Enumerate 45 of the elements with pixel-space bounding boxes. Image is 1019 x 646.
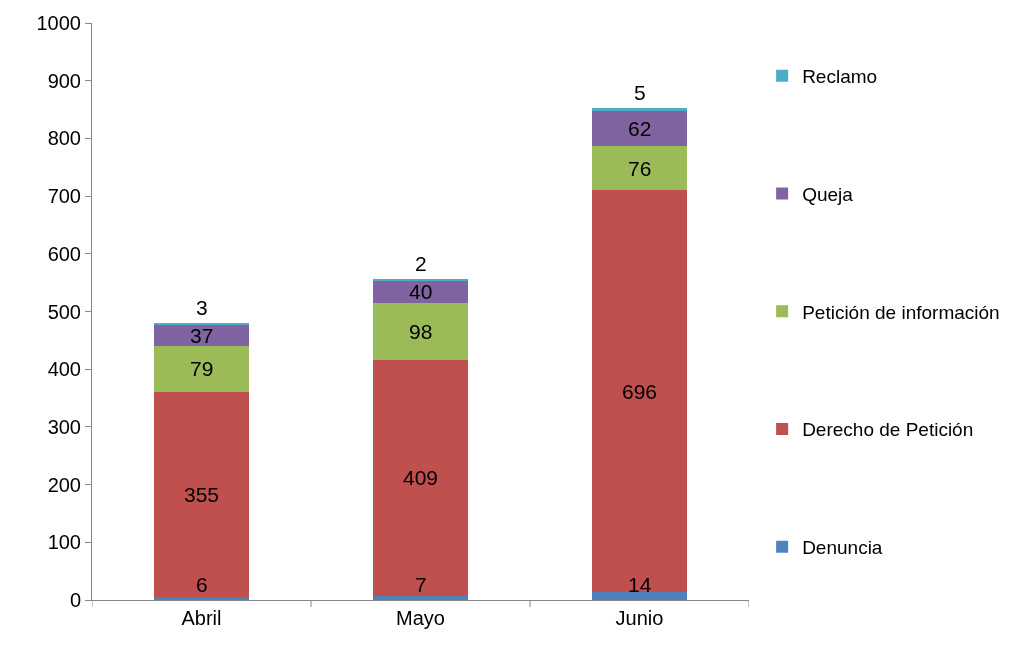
data-label: 6: [196, 573, 208, 596]
legend-label: Petición de información: [802, 301, 1000, 323]
data-label: 409: [403, 466, 439, 489]
y-tick-label: 200: [47, 473, 81, 496]
bar: [592, 107, 687, 111]
y-tick-label: 100: [47, 531, 81, 554]
bar: [154, 324, 249, 347]
legend-label: Derecho de Petición: [802, 419, 974, 441]
data-label: 40: [409, 280, 433, 303]
bar: [592, 110, 687, 147]
data-label: 355: [184, 483, 220, 506]
y-tick-label: 0: [69, 589, 81, 611]
y-tick-label: 300: [47, 415, 81, 438]
bar: [154, 346, 249, 392]
y-tick-label: 600: [47, 242, 81, 265]
y-tick-label: 400: [47, 358, 81, 381]
data-label: 14: [628, 573, 652, 596]
data-label: 5: [634, 81, 646, 104]
data-label: 98: [409, 320, 433, 343]
data-label: 62: [628, 117, 652, 140]
data-label: 696: [622, 380, 658, 403]
x-tick-label: Mayo: [396, 607, 445, 629]
data-label: 7: [415, 573, 427, 596]
data-label: 37: [190, 324, 214, 347]
legend-label: Queja: [802, 183, 854, 205]
data-label: 76: [628, 157, 652, 180]
y-tick-label: 1000: [36, 12, 81, 34]
data-label: 79: [190, 357, 214, 380]
legend-label: Denuncia: [802, 537, 883, 559]
y-tick-label: 700: [47, 185, 81, 208]
bar: [592, 146, 687, 191]
bar: [373, 359, 468, 596]
data-label: 2: [415, 252, 427, 275]
bar: [373, 595, 468, 600]
x-tick-label: Abril: [181, 607, 222, 629]
bar: [592, 591, 687, 600]
x-tick-label: Junio: [615, 607, 664, 629]
bar: [154, 391, 249, 597]
y-tick-label: 500: [47, 300, 81, 323]
y-tick-label: 800: [47, 127, 81, 150]
data-label: 3: [196, 296, 208, 319]
legend-label: Reclamo: [802, 66, 878, 88]
bar: [592, 190, 687, 592]
y-tick-label: 900: [47, 69, 81, 92]
bar: [373, 303, 468, 360]
